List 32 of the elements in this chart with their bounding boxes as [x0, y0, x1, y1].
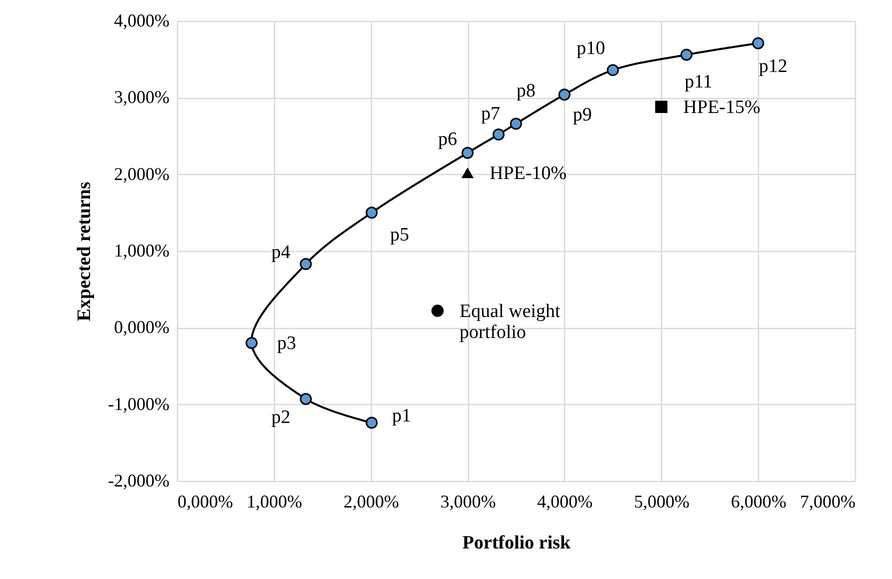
annotation: p4: [271, 242, 291, 264]
annotation: p1: [392, 406, 412, 427]
annotation: p6: [438, 128, 458, 150]
annotation: p9: [572, 104, 592, 126]
annotation: p7: [481, 103, 500, 124]
annotation: p8: [516, 80, 536, 102]
series-label: Equal weight portfolio: [460, 300, 562, 343]
x-tick-label: 6,000%: [730, 492, 786, 512]
x-tick-label: 7,000%: [800, 492, 856, 512]
annotation: p2: [271, 406, 290, 428]
x-tick-label: 4,000%: [537, 492, 593, 512]
y-tick-label: 1,000%: [114, 240, 170, 260]
annotation: p3: [277, 333, 296, 354]
annotation: p12: [758, 56, 788, 78]
annotation: p11: [684, 72, 712, 93]
y-tick-label: 2,000%: [114, 164, 170, 184]
y-axis-title: Expected returns: [74, 182, 96, 322]
annotation: p5: [390, 224, 410, 246]
y-tick-label: -2,000%: [108, 470, 170, 490]
y-tick-label: 0,000%: [114, 317, 170, 338]
y-tick-label: 3,000%: [114, 87, 170, 108]
series-label: HPE-15%: [683, 96, 761, 118]
annotation: p10: [576, 38, 606, 60]
x-tick-label: 1,000%: [246, 492, 302, 512]
x-tick-label: 2,000%: [343, 492, 399, 512]
series-label: HPE-10%: [490, 162, 567, 184]
y-tick-label: -1,000%: [108, 394, 170, 414]
x-tick-label: 5,000%: [634, 492, 690, 512]
x-axis-title: Portfolio risk: [462, 532, 572, 554]
y-tick-label: 4,000%: [114, 10, 170, 30]
x-tick-label: 3,000%: [440, 492, 496, 512]
x-tick-label: 0,000%: [178, 492, 233, 512]
